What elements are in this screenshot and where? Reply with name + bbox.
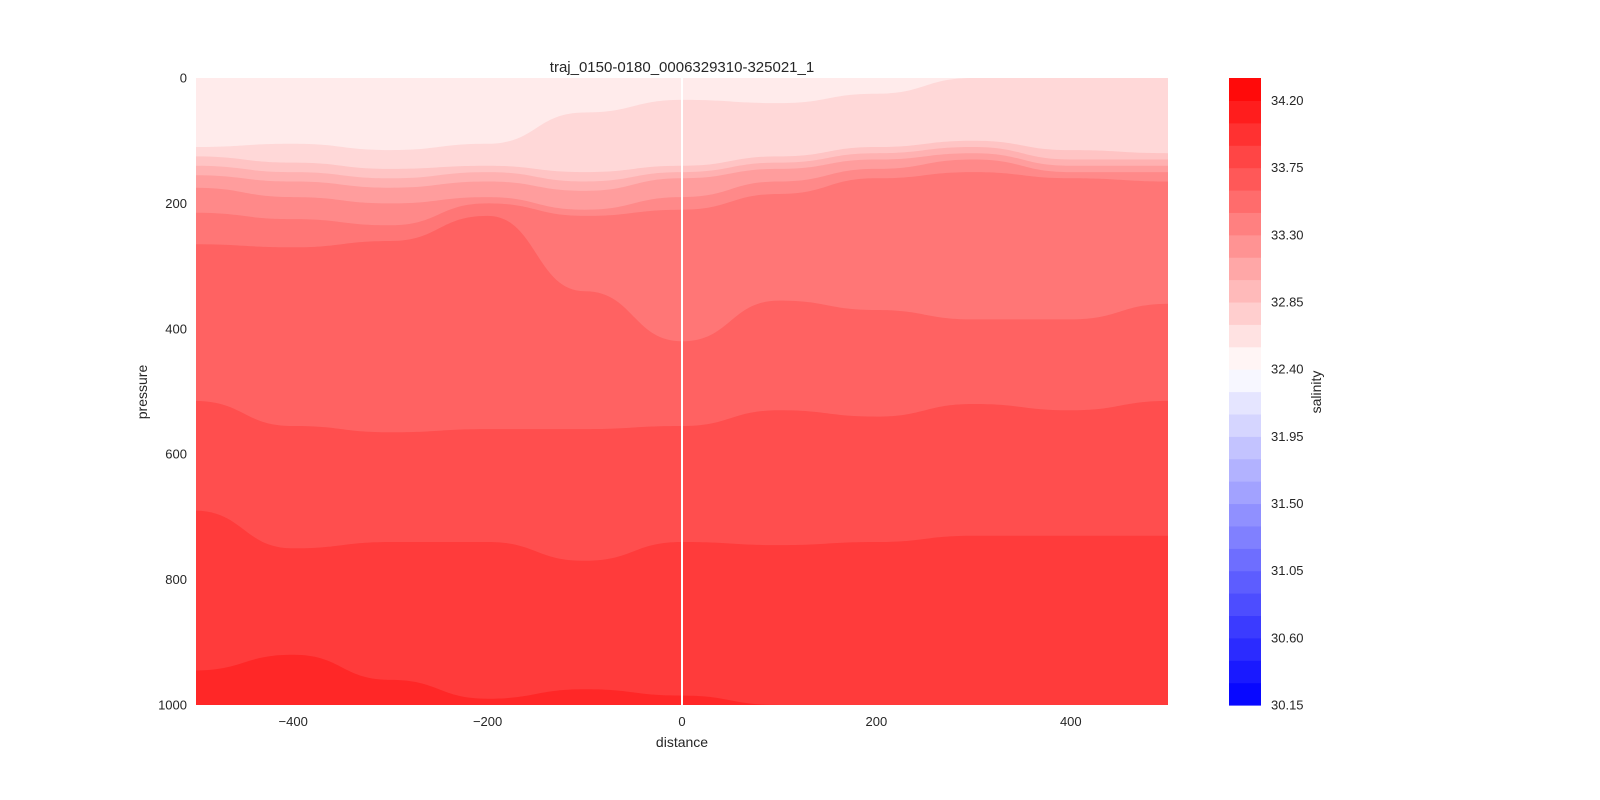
colorbar-segment bbox=[1229, 413, 1261, 437]
y-tick-label: 800 bbox=[165, 572, 187, 587]
contour-band-34.05 bbox=[196, 654, 1168, 705]
y-axis-ticks: 0 200 400 600 800 1000 bbox=[158, 71, 187, 713]
colorbar-segment bbox=[1229, 167, 1261, 191]
colorbar-segment bbox=[1229, 570, 1261, 594]
colorbar-segment bbox=[1229, 660, 1261, 684]
colorbar-segment bbox=[1229, 212, 1261, 236]
colorbar-segment bbox=[1229, 391, 1261, 415]
chart-title: traj_0150-0180_0006329310-325021_1 bbox=[550, 59, 814, 76]
colorbar-segment bbox=[1229, 503, 1261, 527]
colorbar-segment bbox=[1229, 346, 1261, 370]
y-tick-label: 1000 bbox=[158, 698, 187, 713]
colorbar-segment bbox=[1229, 100, 1261, 124]
colorbar-segment bbox=[1229, 301, 1261, 325]
x-tick-label: 0 bbox=[678, 714, 685, 729]
colorbar-ticks: 30.15 30.60 31.05 31.50 31.95 32.40 32.85 33.30… bbox=[1271, 93, 1304, 713]
colorbar-segment bbox=[1229, 548, 1261, 572]
colorbar-segment bbox=[1229, 279, 1261, 303]
colorbar-segment bbox=[1229, 458, 1261, 482]
colorbar-segment bbox=[1229, 189, 1261, 213]
colorbar-segment bbox=[1229, 525, 1261, 549]
colorbar-segment bbox=[1229, 78, 1261, 101]
colorbar-segment bbox=[1229, 369, 1261, 393]
x-tick-label: −400 bbox=[279, 714, 308, 729]
colorbar bbox=[1229, 78, 1261, 706]
colorbar-tick-label: 32.40 bbox=[1271, 362, 1304, 377]
colorbar-label: salinity bbox=[1308, 371, 1324, 414]
colorbar-segment bbox=[1229, 615, 1261, 639]
contour-plot-area bbox=[196, 78, 1168, 705]
x-tick-label: 400 bbox=[1060, 714, 1082, 729]
colorbar-segment bbox=[1229, 257, 1261, 281]
colorbar-tick-label: 30.15 bbox=[1271, 698, 1304, 713]
x-axis-ticks: −400 −200 0 200 400 bbox=[279, 714, 1082, 729]
colorbar-segment bbox=[1229, 637, 1261, 661]
contour-bands bbox=[196, 78, 1168, 705]
y-axis-label: pressure bbox=[134, 365, 150, 420]
x-tick-label: 200 bbox=[866, 714, 888, 729]
colorbar-tick-label: 31.95 bbox=[1271, 429, 1304, 444]
y-tick-label: 200 bbox=[165, 196, 187, 211]
colorbar-segment bbox=[1229, 145, 1261, 169]
colorbar-tick-label: 33.30 bbox=[1271, 227, 1304, 242]
colorbar-segment bbox=[1229, 481, 1261, 505]
y-tick-label: 400 bbox=[165, 321, 187, 336]
colorbar-segment bbox=[1229, 682, 1261, 706]
colorbar-tick-label: 30.60 bbox=[1271, 630, 1304, 645]
y-tick-label: 600 bbox=[165, 447, 187, 462]
colorbar-tick-label: 31.05 bbox=[1271, 563, 1304, 578]
colorbar-tick-label: 31.50 bbox=[1271, 496, 1304, 511]
colorbar-segment bbox=[1229, 122, 1261, 146]
colorbar-tick-label: 33.75 bbox=[1271, 160, 1304, 175]
colorbar-segment bbox=[1229, 436, 1261, 460]
x-axis-label: distance bbox=[656, 734, 708, 750]
colorbar-tick-label: 32.85 bbox=[1271, 294, 1304, 309]
y-tick-label: 0 bbox=[180, 71, 187, 86]
colorbar-segment bbox=[1229, 234, 1261, 258]
colorbar-tick-label: 34.20 bbox=[1271, 93, 1304, 108]
colorbar-segment bbox=[1229, 324, 1261, 348]
x-tick-label: −200 bbox=[473, 714, 502, 729]
colorbar-segment bbox=[1229, 593, 1261, 617]
